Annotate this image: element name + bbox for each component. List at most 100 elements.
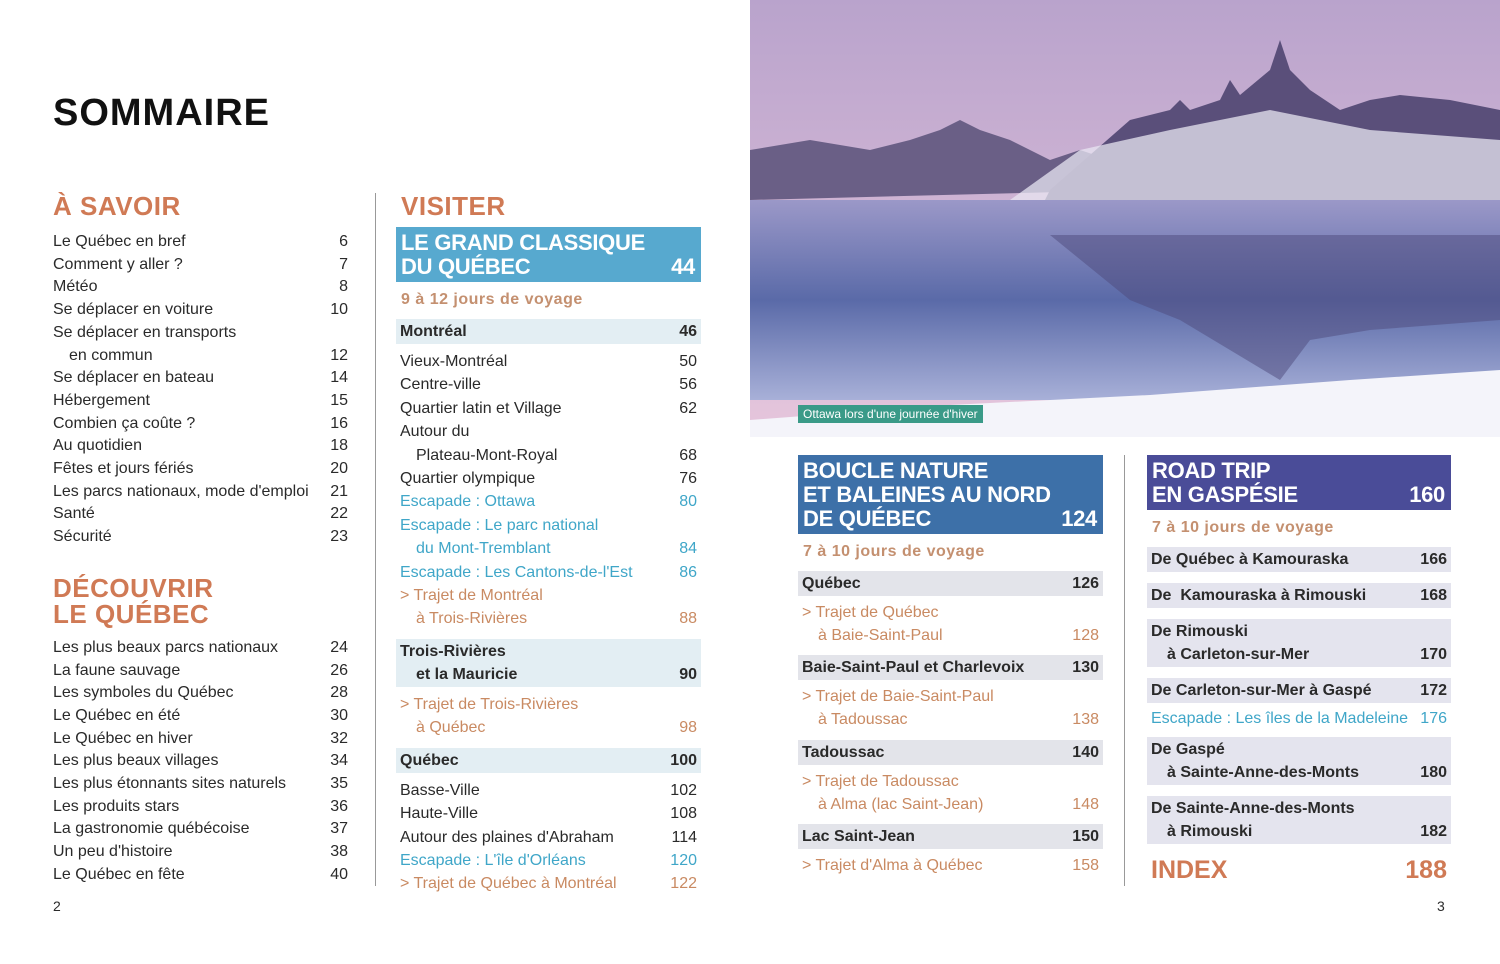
entry-label: De Carleton-sur-Mer à Gaspé (1151, 682, 1372, 699)
toc-entry[interactable]: Au quotidien 18 (53, 435, 348, 458)
toc-list-boucle-nature: Québec 126 > Trajet de Québec à Baie-Saint-… (798, 571, 1103, 878)
toc-entry[interactable]: Les symboles du Québec 28 (53, 682, 348, 705)
entry-label: Basse-Ville (400, 781, 480, 799)
entry-label: du Mont-Tremblant (416, 540, 551, 558)
page-number: 22 (330, 505, 348, 523)
toc-entry[interactable]: De Carleton-sur-Mer à Gaspé 172 (1147, 678, 1451, 703)
entry-label: à Trois-Rivières (416, 610, 528, 628)
toc-entry-line: Basse-Ville 102 (400, 779, 697, 802)
toc-list-savoir: Le Québec en bref 6 Comment y aller ? 7 Mété… (53, 231, 348, 549)
entry-label: Les plus beaux villages (53, 752, 219, 770)
toc-entry[interactable]: Hébergement 15 (53, 390, 348, 413)
entry-label: De Kamouraska à Rimouski (1151, 587, 1367, 604)
toc-entry[interactable]: Tadoussac 140 (798, 739, 1103, 765)
toc-entry[interactable]: Centre-ville 56 (396, 373, 701, 396)
toc-entry[interactable]: Escapade : Ottawa 80 (396, 490, 701, 513)
toc-entry[interactable]: Combien ça coûte ? 16 (53, 413, 348, 436)
toc-entry-line: > Trajet de Québec (802, 602, 1099, 625)
col-visiter: VISITER LE GRAND CLASSIQUE DU QUÉBEC 44 9 … (396, 193, 701, 896)
toc-entry[interactable]: Comment y aller ? 7 (53, 254, 348, 277)
toc-entry[interactable]: Baie-Saint-Paul et Charlevoix 130 (798, 655, 1103, 681)
toc-entry[interactable]: Autour des plaines d'Abraham 114 (396, 826, 701, 849)
toc-entry[interactable]: Québec 100 (396, 747, 701, 773)
toc-entry[interactable]: Escapade : Les îles de la Madeleine 176 (1147, 708, 1451, 731)
toc-entry[interactable]: Le Québec en été 30 (53, 705, 348, 728)
itinerary-box-road-trip[interactable]: ROAD TRIP EN GASPÉSIE 160 (1147, 455, 1451, 510)
heading-line: LE QUÉBEC (53, 598, 210, 629)
toc-entry[interactable]: Quartier olympique 76 (396, 467, 701, 490)
toc-entry[interactable]: Escapade : Les Cantons-de-l'Est 86 (396, 561, 701, 584)
page-number: 88 (679, 610, 697, 628)
toc-entry-line: à Carleton-sur-Mer 170 (1151, 643, 1447, 666)
toc-entry[interactable]: De Sainte-Anne-des-Monts à Rimouski 182 (1147, 795, 1451, 844)
toc-entry[interactable]: De Québec à Kamouraska 166 (1147, 547, 1451, 572)
toc-entry[interactable]: Les parcs nationaux, mode d'emploi 21 (53, 481, 348, 504)
toc-entry[interactable]: Le Québec en hiver 32 (53, 728, 348, 751)
toc-entry[interactable]: Se déplacer en transports en commun 12 (53, 322, 348, 367)
toc-entry[interactable]: > Trajet de Montréal à Trois-Rivières 88 (396, 584, 701, 631)
toc-entry-line: > Trajet de Tadoussac (802, 771, 1099, 794)
page-number: 86 (679, 563, 697, 581)
toc-entry[interactable]: Sécurité 23 (53, 526, 348, 549)
toc-entry[interactable]: La gastronomie québécoise 37 (53, 818, 348, 841)
toc-entry[interactable]: Les plus beaux villages 34 (53, 750, 348, 773)
page-number: 130 (1072, 659, 1099, 677)
index-entry[interactable]: INDEX 188 (1147, 856, 1451, 885)
toc-entry[interactable]: Le Québec en bref 6 (53, 231, 348, 254)
duration-subtitle: 7 à 10 jours de voyage (803, 543, 985, 560)
page-number: 150 (1072, 828, 1099, 846)
toc-entry-line: du Mont-Tremblant 84 (400, 537, 697, 560)
toc-entry[interactable]: Se déplacer en voiture 10 (53, 299, 348, 322)
toc-entry[interactable]: Santé 22 (53, 503, 348, 526)
toc-entry[interactable]: Trois-Rivières et la Mauricie 90 (396, 638, 701, 687)
toc-list-road-trip: De Québec à Kamouraska 166 De Kamouraska à… (1147, 547, 1451, 844)
toc-entry[interactable]: Basse-Ville 102 (396, 779, 701, 802)
toc-entry[interactable]: Lac Saint-Jean 150 (798, 824, 1103, 850)
page-number: 122 (670, 875, 697, 893)
toc-entry[interactable]: De Kamouraska à Rimouski 168 (1147, 583, 1451, 608)
toc-entry[interactable]: Le Québec en fête 40 (53, 864, 348, 887)
toc-entry-line: La faune sauvage 26 (53, 660, 348, 683)
toc-entry[interactable]: Les plus étonnants sites naturels 35 (53, 773, 348, 796)
toc-entry[interactable]: De Rimouski à Carleton-sur-Mer 170 (1147, 619, 1451, 667)
entry-label: Fêtes et jours fériés (53, 460, 194, 478)
entry-label: Le Québec en bref (53, 233, 186, 250)
toc-entry[interactable]: Montréal 46 (396, 319, 701, 344)
toc-entry[interactable]: Haute-Ville 108 (396, 802, 701, 825)
box-title-line: EN GASPÉSIE (1152, 482, 1298, 507)
toc-entry[interactable]: > Trajet de Trois-Rivières à Québec 98 (396, 693, 701, 740)
itinerary-box-grand-classique[interactable]: LE GRAND CLASSIQUE DU QUÉBEC 44 (396, 227, 701, 282)
toc-entry-line: Hébergement 15 (53, 390, 348, 413)
entry-label: Le Québec en hiver (53, 729, 193, 747)
toc-entry[interactable]: Les plus beaux parcs nationaux 24 (53, 637, 348, 660)
toc-entry[interactable]: Les produits stars 36 (53, 796, 348, 819)
toc-entry[interactable]: > Trajet d'Alma à Québec 158 (798, 855, 1103, 878)
toc-entry[interactable]: Escapade : L'île d'Orléans 120 (396, 849, 701, 872)
toc-entry[interactable]: Météo 8 (53, 276, 348, 299)
entry-label: Santé (53, 505, 95, 523)
toc-entry[interactable]: Se déplacer en bateau 14 (53, 367, 348, 390)
toc-entry-line: Les parcs nationaux, mode d'emploi 21 (53, 481, 348, 504)
toc-entry[interactable]: La faune sauvage 26 (53, 660, 348, 683)
toc-entry-line: Baie-Saint-Paul et Charlevoix 130 (802, 656, 1099, 679)
toc-entry-line: Autour des plaines d'Abraham 114 (400, 826, 697, 849)
toc-entry[interactable]: Autour du Plateau-Mont-Royal 68 (396, 420, 701, 467)
entry-label: Autour du (400, 423, 470, 441)
toc-entry[interactable]: > Trajet de Québec à Baie-Saint-Paul 128 (798, 602, 1103, 647)
itinerary-box-boucle-nature[interactable]: BOUCLE NATURE ET BALEINES AU NORD DE QUÉBE… (798, 455, 1103, 534)
toc-entry[interactable]: Escapade : Le parc national du Mont-Tremb… (396, 514, 701, 561)
toc-entry[interactable]: De Gaspé à Sainte-Anne-des-Monts 180 (1147, 736, 1451, 785)
toc-entry[interactable]: > Trajet de Tadoussac à Alma (lac Saint-J… (798, 771, 1103, 816)
toc-entry[interactable]: Fêtes et jours fériés 20 (53, 458, 348, 481)
toc-entry[interactable]: Quartier latin et Village 62 (396, 397, 701, 420)
toc-entry[interactable]: Vieux-Montréal 50 (396, 350, 701, 373)
entry-label: Le Québec en été (53, 706, 181, 724)
box-title-line: DU QUÉBEC (401, 254, 531, 279)
toc-entry[interactable]: > Trajet de Baie-Saint-Paul à Tadoussac 13… (798, 686, 1103, 731)
toc-entry-line: Au quotidien 18 (53, 435, 348, 458)
toc-entry[interactable]: > Trajet de Québec à Montréal 122 (396, 872, 701, 895)
toc-entry-line: Les plus beaux villages 34 (53, 750, 348, 773)
toc-entry-line: en commun 12 (53, 345, 348, 368)
toc-entry[interactable]: Un peu d'histoire 38 (53, 841, 348, 864)
toc-entry[interactable]: Québec 126 (798, 571, 1103, 596)
